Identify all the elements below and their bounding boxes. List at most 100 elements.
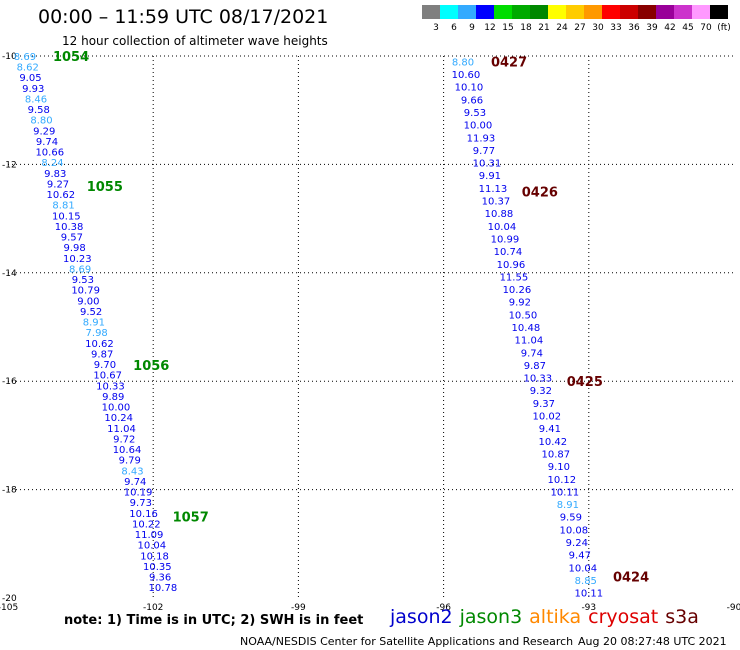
- legend-label: 45: [682, 23, 694, 33]
- swh-value: 9.36: [149, 573, 171, 584]
- swh-value: 10.33: [96, 381, 125, 392]
- swh-value: 10.22: [132, 519, 161, 530]
- swh-value: 9.05: [19, 73, 41, 84]
- swh-value: 10.62: [46, 190, 75, 201]
- swh-value: 10.96: [497, 260, 526, 271]
- legend-swatch: [422, 5, 440, 19]
- swh-value: 9.73: [130, 498, 152, 509]
- legend-swatch: [656, 5, 674, 19]
- legend-swatch: [548, 5, 566, 19]
- legend-label: 21: [538, 23, 550, 33]
- y-tick-label: -12: [2, 160, 17, 170]
- swh-value: 9.74: [36, 137, 58, 148]
- swh-value: 9.29: [33, 126, 55, 137]
- x-tick-label: -93: [581, 603, 596, 613]
- legend-swatch: [638, 5, 656, 19]
- legend-label: 12: [484, 23, 496, 33]
- footer-timestamp: Aug 20 08:27:48 UTC 2021: [578, 635, 727, 648]
- legend-swatch: [602, 5, 620, 19]
- swh-value: 10.11: [551, 487, 580, 498]
- swh-value: 10.50: [509, 310, 538, 321]
- legend-label: 3: [433, 23, 439, 33]
- swh-value: 10.37: [482, 197, 511, 208]
- swh-value: 9.70: [94, 360, 116, 371]
- swh-value: 11.04: [107, 424, 136, 435]
- swh-value: 8.46: [25, 94, 47, 105]
- swh-value: 8.81: [52, 201, 74, 212]
- swh-value: 11.04: [515, 336, 544, 347]
- swh-value: 9.72: [113, 434, 135, 445]
- y-tick-label: -16: [2, 377, 17, 387]
- legend-label: 9: [469, 23, 475, 33]
- swh-value: 8.80: [30, 116, 52, 127]
- legend-label: 18: [520, 23, 532, 33]
- legend-label: 36: [628, 23, 640, 33]
- satellite-label: jason2: [390, 606, 453, 628]
- swh-value: 9.27: [47, 179, 69, 190]
- x-tick-label: -90: [727, 603, 740, 613]
- swh-value: 10.26: [503, 285, 532, 296]
- time-label: 1056: [133, 359, 169, 374]
- swh-value: 10.19: [124, 488, 153, 499]
- swh-value: 10.15: [52, 211, 81, 222]
- swh-value: 10.23: [63, 254, 92, 265]
- legend-swatch: [584, 5, 602, 19]
- y-tick-label: -10: [2, 52, 17, 62]
- swh-value: 9.10: [548, 462, 570, 473]
- swh-value: 11.55: [500, 272, 529, 283]
- legend-label: 42: [664, 23, 676, 33]
- swh-value: 8.91: [83, 318, 105, 329]
- time-label: 1054: [53, 50, 89, 65]
- x-tick-label: -102: [143, 603, 163, 613]
- swh-value: 9.74: [124, 477, 146, 488]
- note-text: note: 1) Time is in UTC; 2) SWH is in fe…: [64, 613, 364, 628]
- legend-label: (ft): [717, 23, 731, 33]
- legend-label: 39: [646, 23, 658, 33]
- swh-value: 10.00: [102, 403, 131, 414]
- legend-label: 15: [502, 23, 514, 33]
- legend-label: 33: [610, 23, 622, 33]
- swh-value: 8.91: [557, 500, 579, 511]
- legend-swatch: [530, 5, 548, 19]
- swh-value: 8.24: [41, 158, 63, 169]
- legend-swatch: [458, 5, 476, 19]
- satellite-label: cryosat: [588, 606, 659, 628]
- swh-value: 9.91: [479, 171, 501, 182]
- swh-value: 9.53: [72, 275, 94, 286]
- swh-value: 10.33: [524, 374, 553, 385]
- legend-swatch: [440, 5, 458, 19]
- chart-subtitle: 12 hour collection of altimeter wave hei…: [62, 34, 328, 48]
- swh-value: 10.08: [559, 525, 588, 536]
- time-label: 0425: [567, 375, 603, 390]
- swh-value: 8.43: [121, 466, 143, 477]
- satellite-label: s3a: [665, 606, 699, 628]
- legend-swatch: [674, 5, 692, 19]
- swh-value: 10.18: [140, 551, 169, 562]
- swh-value: 8.69: [14, 52, 36, 63]
- swh-value: 9.66: [461, 95, 483, 106]
- chart-title: 00:00 – 11:59 UTC 08/17/2021: [38, 6, 329, 28]
- swh-value: 11.93: [467, 133, 496, 144]
- legend-swatch: [692, 5, 710, 19]
- y-tick-label: -18: [2, 486, 17, 496]
- swh-value: 9.87: [91, 349, 113, 360]
- time-label: 0427: [491, 55, 527, 70]
- legend-swatch: [620, 5, 638, 19]
- legend-label: 27: [574, 23, 586, 33]
- x-tick-label: -105: [0, 603, 18, 613]
- legend-swatch: [512, 5, 530, 19]
- footer-org: NOAA/NESDIS Center for Satellite Applica…: [240, 635, 574, 648]
- swh-value: 10.78: [149, 583, 178, 594]
- swh-value: 10.10: [455, 83, 484, 94]
- swh-value: 10.02: [533, 412, 562, 423]
- legend-label: 30: [592, 23, 604, 33]
- swh-value: 9.92: [509, 298, 531, 309]
- time-label: 1055: [87, 180, 123, 195]
- swh-value: 10.74: [494, 247, 523, 258]
- swh-value: 9.83: [44, 169, 66, 180]
- legend-swatch: [476, 5, 494, 19]
- swh-value: 9.98: [63, 243, 85, 254]
- satellite-legend: jason2 jason3 altika cryosat s3a: [390, 606, 706, 628]
- swh-value: 10.67: [93, 371, 122, 382]
- swh-value: 7.98: [86, 328, 108, 339]
